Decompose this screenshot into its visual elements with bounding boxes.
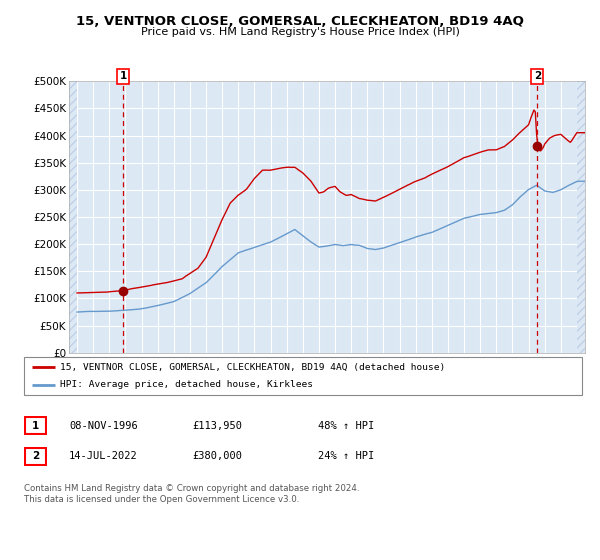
Text: HPI: Average price, detached house, Kirklees: HPI: Average price, detached house, Kirk… (60, 380, 313, 389)
Text: 14-JUL-2022: 14-JUL-2022 (69, 451, 138, 461)
Text: 15, VENTNOR CLOSE, GOMERSAL, CLECKHEATON, BD19 4AQ (detached house): 15, VENTNOR CLOSE, GOMERSAL, CLECKHEATON… (60, 362, 446, 371)
Text: 2: 2 (32, 451, 39, 461)
Text: 1: 1 (119, 71, 127, 81)
Text: Contains HM Land Registry data © Crown copyright and database right 2024.
This d: Contains HM Land Registry data © Crown c… (24, 484, 359, 504)
Text: 2: 2 (533, 71, 541, 81)
Text: 1: 1 (32, 421, 39, 431)
Text: 48% ↑ HPI: 48% ↑ HPI (318, 421, 374, 431)
Text: £380,000: £380,000 (192, 451, 242, 461)
Text: £113,950: £113,950 (192, 421, 242, 431)
Text: 08-NOV-1996: 08-NOV-1996 (69, 421, 138, 431)
Text: Price paid vs. HM Land Registry's House Price Index (HPI): Price paid vs. HM Land Registry's House … (140, 27, 460, 37)
Text: 15, VENTNOR CLOSE, GOMERSAL, CLECKHEATON, BD19 4AQ: 15, VENTNOR CLOSE, GOMERSAL, CLECKHEATON… (76, 15, 524, 27)
Text: 24% ↑ HPI: 24% ↑ HPI (318, 451, 374, 461)
